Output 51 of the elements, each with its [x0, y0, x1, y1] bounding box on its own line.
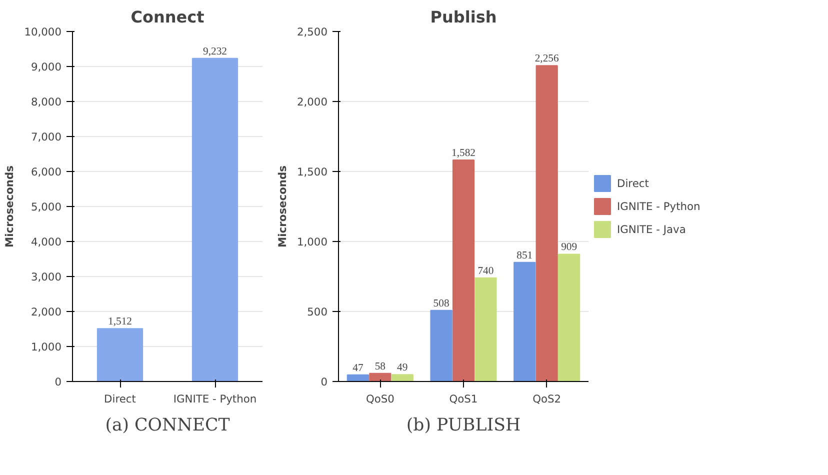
legend-label: IGNITE - Python — [617, 200, 700, 212]
data-label: 9,232 — [203, 46, 227, 58]
y-tick-label: 3,000 — [30, 270, 62, 284]
y-tick-label: 500 — [307, 306, 328, 318]
data-label: 508 — [433, 298, 450, 310]
legend-label: IGNITE - Java — [617, 222, 686, 236]
data-label: 851 — [516, 250, 533, 262]
y-tick-label: 2,000 — [296, 96, 328, 108]
bar — [452, 160, 475, 382]
y-tick-label: 6,000 — [30, 166, 62, 178]
chart-title: Connect — [130, 8, 205, 26]
y-tick-label: 4,000 — [30, 236, 62, 248]
y-axis-title: Microseconds — [276, 166, 289, 248]
y-tick-label: 2,500 — [296, 26, 328, 38]
data-label: 909 — [561, 242, 578, 254]
text: (a) CONNECT — [105, 416, 230, 436]
bar — [391, 374, 414, 382]
data-label: 58 — [374, 361, 386, 372]
bar — [430, 310, 452, 382]
data-label: 2,256 — [534, 54, 560, 65]
bar — [514, 262, 536, 382]
y-tick-label: 9,000 — [30, 60, 62, 74]
x-tick-label: Direct — [104, 392, 136, 406]
y-tick-label: 5,000 — [30, 200, 62, 214]
y-tick-label: 0 — [54, 376, 62, 388]
y-axis-title: Microseconds — [3, 166, 16, 248]
bar — [558, 254, 580, 382]
bar — [536, 65, 558, 382]
y-tick-label: 7,000 — [30, 130, 62, 144]
data-label: 1,582 — [452, 148, 476, 160]
chart-title: Publish — [430, 8, 497, 26]
y-tick-label: 8,000 — [30, 96, 62, 108]
x-tick-label: QoS1 — [449, 392, 478, 406]
x-tick-label: IGNITE - Python — [173, 392, 257, 406]
x-tick-label: QoS2 — [532, 392, 562, 406]
y-tick-label: 0 — [320, 376, 328, 388]
bar — [346, 374, 369, 382]
y-tick-label: 1,000 — [30, 340, 62, 354]
data-label: 49 — [397, 362, 408, 374]
text: (b) PUBLISH — [406, 416, 521, 436]
bar — [369, 372, 392, 382]
data-label: 740 — [478, 266, 494, 277]
y-tick-label: 1,000 — [296, 236, 328, 248]
data-label: 1,512 — [108, 316, 132, 328]
legend-label: Direct — [617, 176, 649, 190]
x-tick-label: QoS0 — [366, 392, 395, 406]
data-label: 47 — [352, 362, 364, 374]
bar — [474, 277, 497, 382]
y-tick-label: 10,000 — [24, 26, 62, 38]
y-tick-label: 1,500 — [296, 166, 328, 178]
y-tick-label: 2,000 — [30, 306, 62, 318]
